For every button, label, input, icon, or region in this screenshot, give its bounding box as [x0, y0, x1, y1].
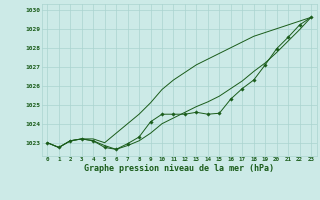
X-axis label: Graphe pression niveau de la mer (hPa): Graphe pression niveau de la mer (hPa) — [84, 164, 274, 173]
